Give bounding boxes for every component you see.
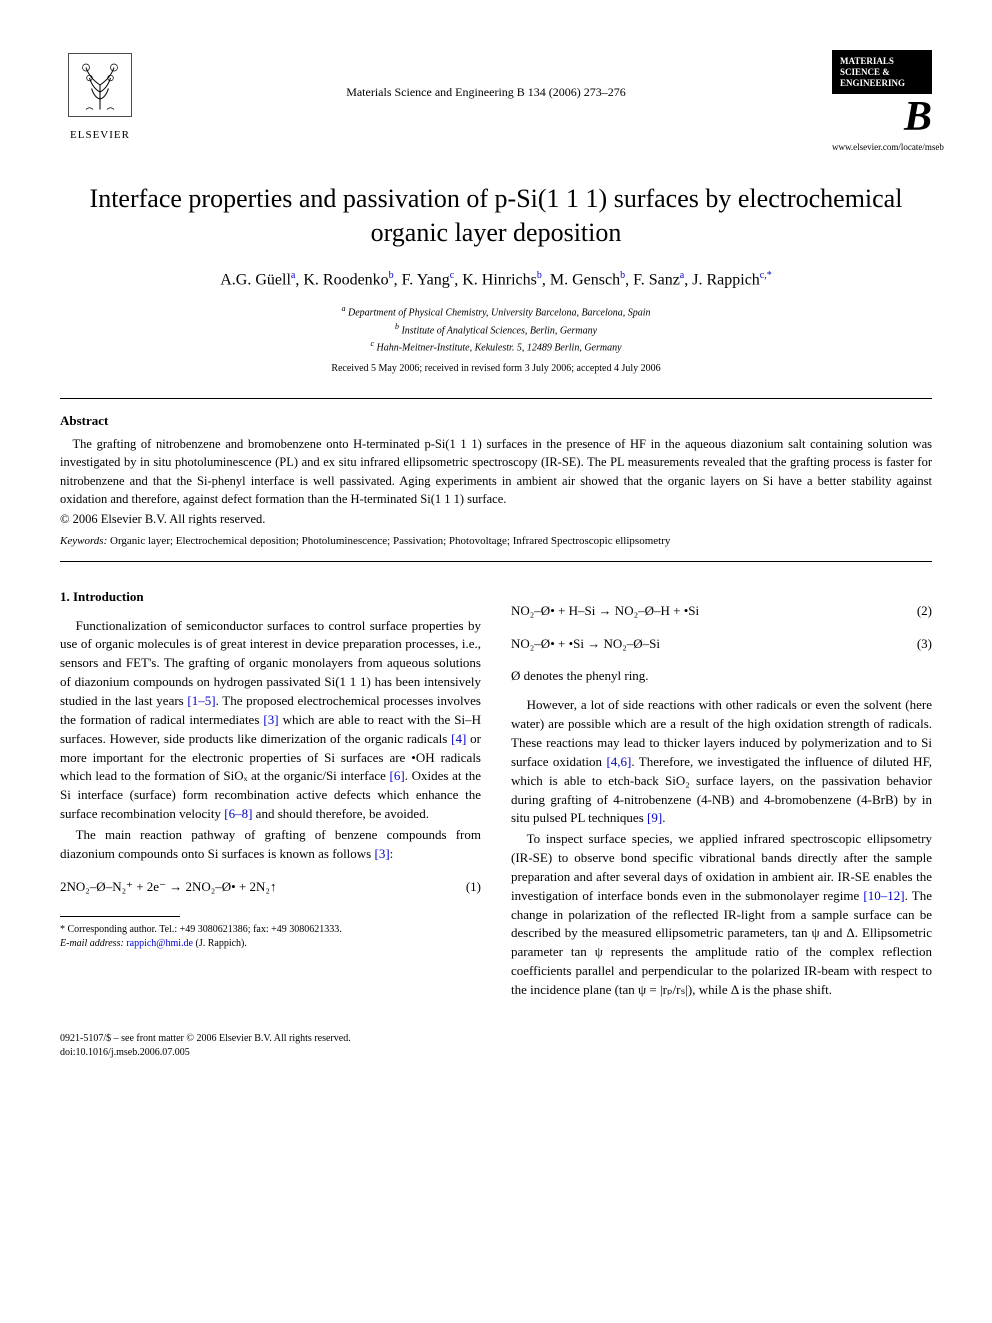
author-name: M. Gensch — [550, 271, 620, 288]
citation-link[interactable]: [10–12] — [863, 888, 904, 903]
affiliation-text: Hahn-Meitner-Institute, Kekulestr. 5, 12… — [377, 342, 622, 353]
author-name: K. Roodenko — [303, 271, 388, 288]
author-name: F. Sanz — [633, 271, 680, 288]
affiliations: a Department of Physical Chemistry, Univ… — [60, 303, 932, 355]
equation: 2NO₂–Ø–N₂⁺ + 2e⁻ → 2NO₂–Ø• + 2N₂↑ (1) — [60, 878, 481, 897]
corresponding-author-footnote: * Corresponding author. Tel.: +49 308062… — [60, 923, 481, 951]
email-link[interactable]: rappich@hmi.de — [126, 938, 193, 949]
citation-link[interactable]: [1–5] — [187, 693, 215, 708]
author-aff[interactable]: b — [389, 270, 394, 281]
author-aff[interactable]: c,* — [760, 270, 772, 281]
footer-info: 0921-5107/$ – see front matter © 2006 El… — [60, 1032, 932, 1060]
author-name: A.G. Güell — [220, 271, 291, 288]
citation-link[interactable]: [3] — [375, 846, 390, 861]
equation: NO₂–Ø• + •Si → NO₂–Ø–Si (3) — [511, 635, 932, 654]
footnote-divider — [60, 916, 180, 917]
equation-number: (2) — [892, 602, 932, 621]
paragraph: To inspect surface species, we applied i… — [511, 830, 932, 1000]
header: ELSEVIER Materials Science and Engineeri… — [60, 50, 932, 152]
publisher-logo: ELSEVIER — [60, 50, 140, 141]
equation-body: NO₂–Ø• + H–Si → NO₂–Ø–H + •Si — [511, 602, 892, 621]
abstract-heading: Abstract — [60, 413, 932, 429]
author-aff[interactable]: a — [680, 270, 684, 281]
two-column-body: 1. Introduction Functionalization of sem… — [60, 588, 932, 1002]
divider — [60, 561, 932, 562]
keywords: Keywords: Organic layer; Electrochemical… — [60, 535, 932, 547]
right-column: NO₂–Ø• + H–Si → NO₂–Ø–H + •Si (2) NO₂–Ø•… — [511, 588, 932, 1002]
email-name: (J. Rappich). — [196, 938, 247, 949]
author-name: J. Rappich — [692, 271, 760, 288]
author-aff[interactable]: a — [291, 270, 295, 281]
elsevier-tree-icon — [65, 50, 135, 120]
citation-link[interactable]: [6] — [390, 768, 405, 783]
author-name: F. Yang — [402, 271, 450, 288]
equation-number: (1) — [441, 878, 481, 897]
abstract-body: The grafting of nitrobenzene and bromobe… — [60, 435, 932, 508]
author-aff[interactable]: c — [450, 270, 454, 281]
paragraph: However, a lot of side reactions with ot… — [511, 696, 932, 828]
author-name: K. Hinrichs — [462, 271, 537, 288]
citation-link[interactable]: [3] — [263, 712, 278, 727]
equation-number: (3) — [892, 635, 932, 654]
left-column: 1. Introduction Functionalization of sem… — [60, 588, 481, 1002]
keywords-label: Keywords: — [60, 535, 107, 547]
citation-link[interactable]: [4] — [451, 731, 466, 746]
author-aff[interactable]: b — [620, 270, 625, 281]
journal-letter: B — [832, 96, 932, 138]
citation-link[interactable]: [6–8] — [224, 806, 252, 821]
author-aff[interactable]: b — [537, 270, 542, 281]
publisher-name: ELSEVIER — [60, 129, 140, 141]
keywords-text: Organic layer; Electrochemical depositio… — [110, 535, 670, 547]
citation-link[interactable]: [4,6] — [606, 754, 631, 769]
authors-list: A.G. Güella, K. Roodenkob, F. Yangc, K. … — [60, 270, 932, 289]
copyright-line: 0921-5107/$ – see front matter © 2006 El… — [60, 1032, 932, 1046]
equation: NO₂–Ø• + H–Si → NO₂–Ø–H + •Si (2) — [511, 602, 932, 621]
citation-link[interactable]: [9] — [647, 810, 662, 825]
phenyl-note: Ø denotes the phenyl ring. — [511, 667, 932, 686]
journal-logo: MATERIALS SCIENCE & ENGINEERING B www.el… — [832, 50, 932, 152]
doi-line: doi:10.1016/j.mseb.2006.07.005 — [60, 1046, 932, 1060]
paragraph: The main reaction pathway of grafting of… — [60, 826, 481, 864]
affiliation-text: Department of Physical Chemistry, Univer… — [348, 308, 651, 319]
article-dates: Received 5 May 2006; received in revised… — [60, 363, 932, 374]
equation-body: 2NO₂–Ø–N₂⁺ + 2e⁻ → 2NO₂–Ø• + 2N₂↑ — [60, 878, 441, 897]
journal-url[interactable]: www.elsevier.com/locate/mseb — [832, 142, 932, 152]
article-title: Interface properties and passivation of … — [60, 182, 932, 250]
email-label: E-mail address: — [60, 938, 124, 949]
affiliation-text: Institute of Analytical Sciences, Berlin… — [401, 325, 597, 336]
section-heading: 1. Introduction — [60, 588, 481, 607]
divider — [60, 398, 932, 399]
equation-body: NO₂–Ø• + •Si → NO₂–Ø–Si — [511, 635, 892, 654]
abstract-copyright: © 2006 Elsevier B.V. All rights reserved… — [60, 512, 932, 527]
paragraph: Functionalization of semiconductor surfa… — [60, 617, 481, 824]
footnote-text: * Corresponding author. Tel.: +49 308062… — [60, 923, 481, 937]
journal-name-box: MATERIALS SCIENCE & ENGINEERING — [832, 50, 932, 94]
journal-reference: Materials Science and Engineering B 134 … — [140, 50, 832, 100]
